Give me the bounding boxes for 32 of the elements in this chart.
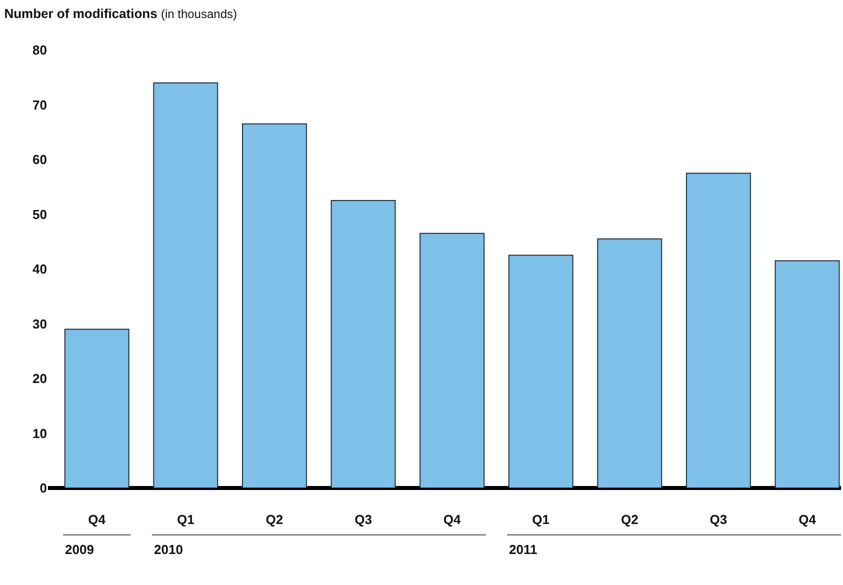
y-tick-label: 70 — [32, 97, 47, 112]
y-tick-label: 0 — [40, 480, 47, 496]
x-tick-label: Q1 — [176, 512, 194, 527]
bar — [597, 238, 662, 488]
bar — [508, 254, 574, 488]
bar — [153, 82, 218, 488]
x-tick-label: Q1 — [532, 512, 550, 527]
y-tick-label: 40 — [32, 262, 47, 277]
x-tick-label: Q2 — [620, 512, 638, 527]
bar — [420, 232, 485, 488]
text: 2011 — [509, 542, 538, 557]
y-tick-label: 80 — [32, 42, 47, 58]
bar — [774, 260, 840, 488]
x-tick-label: Q3 — [354, 512, 372, 527]
bar — [686, 172, 751, 488]
y-tick-label: 60 — [32, 152, 47, 168]
x-tick-label: Q4 — [798, 512, 817, 527]
text: 2010 — [154, 542, 183, 557]
bar — [64, 328, 130, 488]
x-tick-label: Q3 — [710, 512, 728, 527]
y-tick-label: 50 — [32, 206, 47, 222]
x-tick-label: Q4 — [88, 512, 106, 527]
y-tick-label: 10 — [32, 426, 47, 441]
bar — [242, 123, 307, 488]
bar — [330, 200, 396, 488]
x-tick-label: Q2 — [266, 512, 284, 527]
y-tick-label: 30 — [32, 316, 47, 332]
x-tick-label: Q4 — [443, 512, 462, 527]
y-tick-label: 20 — [32, 371, 47, 386]
chart-subtitle: (in thousands) — [160, 6, 238, 21]
chart-title: Number of modifications — [4, 6, 158, 21]
text: 2009 — [65, 542, 94, 557]
